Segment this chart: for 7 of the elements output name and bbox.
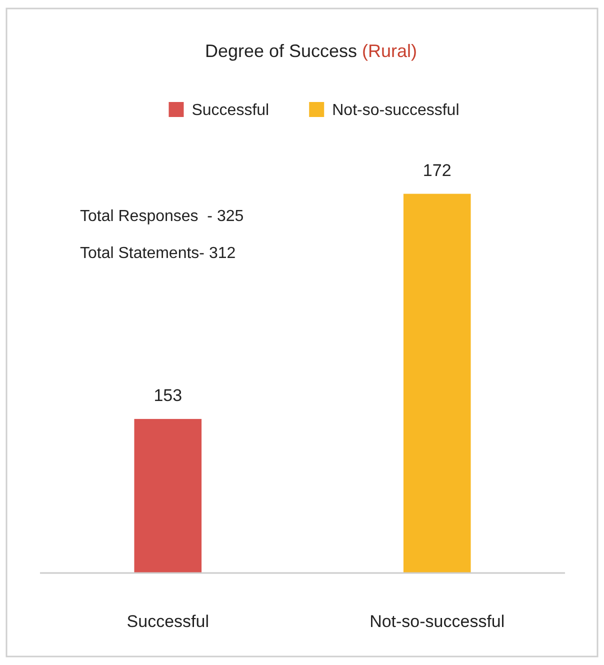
chart-title: Degree of Success (Rural) — [204, 41, 418, 61]
annotation: Total Statements- 312 — [80, 245, 236, 262]
annotation: Total Responses - 325 — [80, 208, 244, 225]
legend-label: Successful — [192, 102, 270, 119]
data-label: 153 — [154, 386, 182, 405]
legend-label: Not-so-successful — [332, 102, 460, 119]
data-label: 172 — [422, 160, 452, 180]
